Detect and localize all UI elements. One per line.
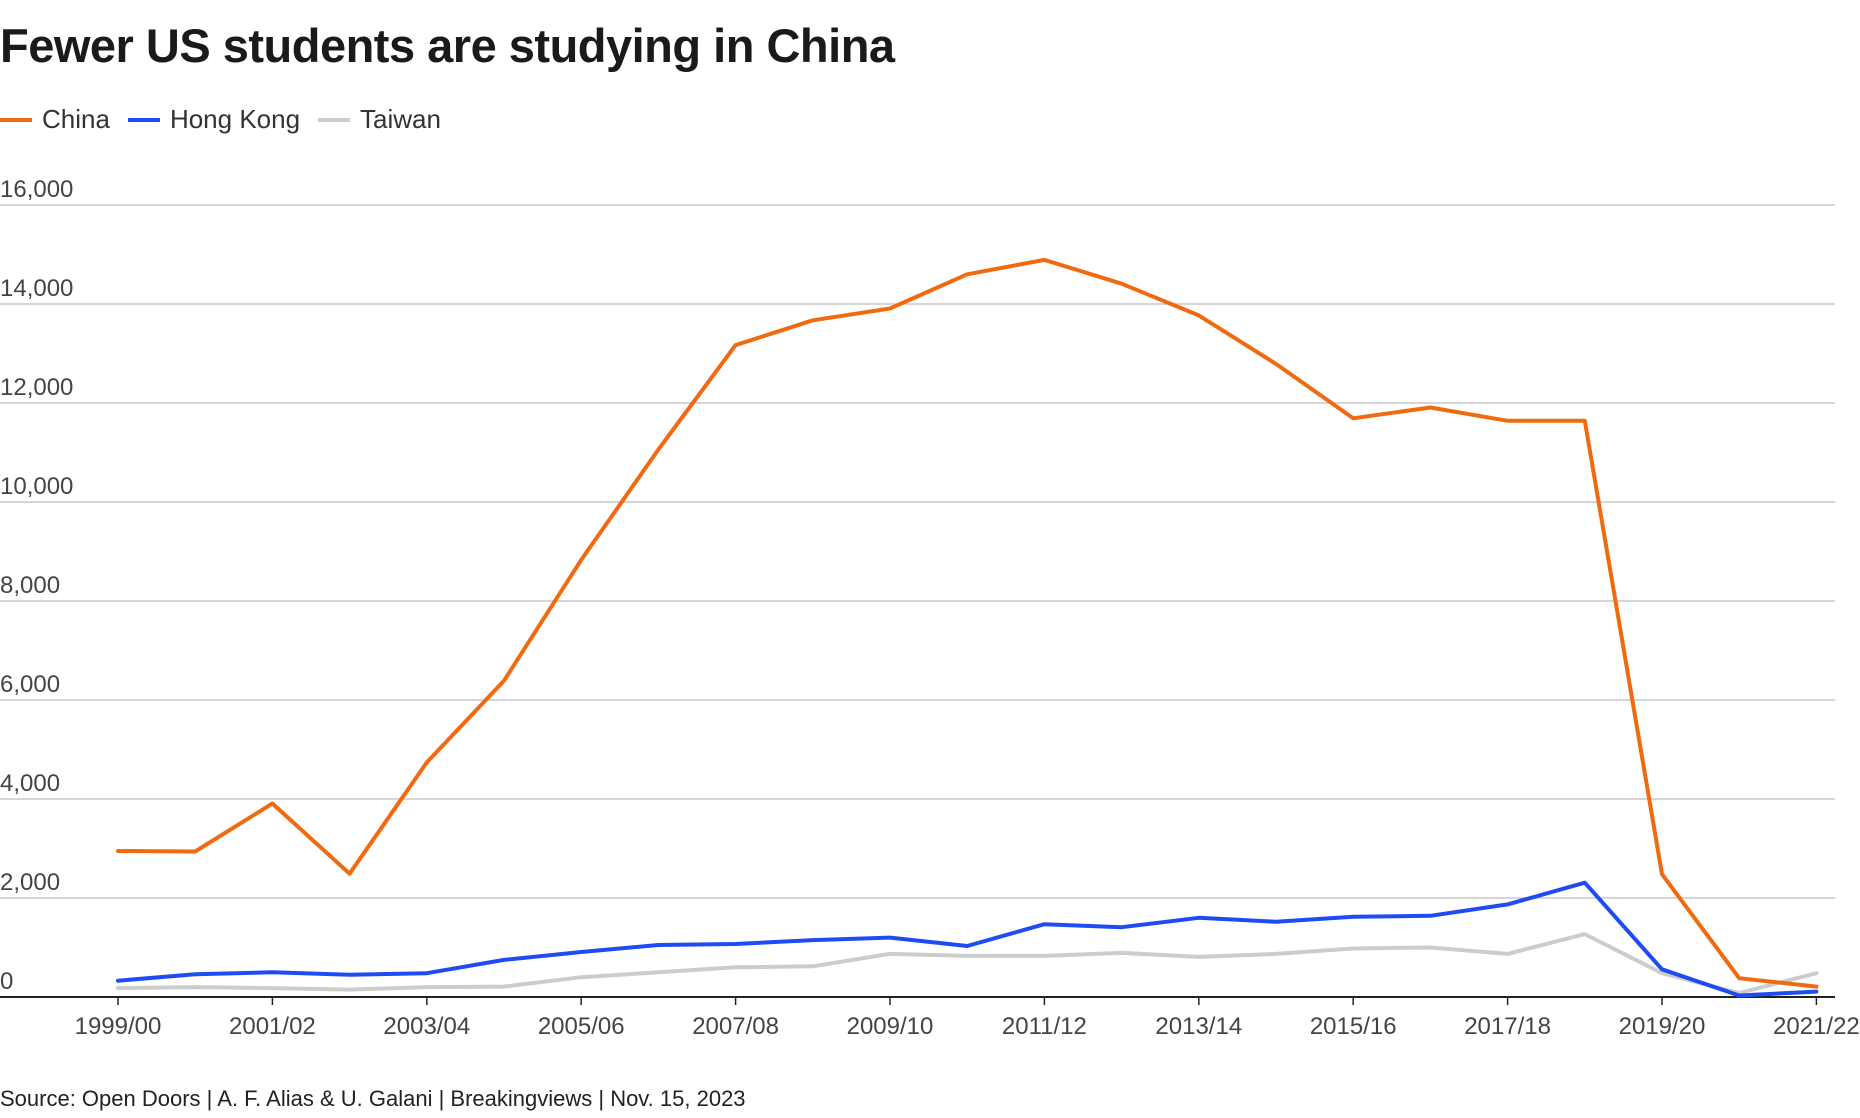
legend-swatch-china	[0, 117, 32, 122]
y-tick-label: 4,000	[0, 770, 60, 797]
y-tick-label: 10,000	[0, 473, 73, 500]
x-tick-label: 2017/18	[1464, 1013, 1551, 1040]
x-tick-label: 2003/04	[383, 1013, 470, 1040]
x-tick-label: 2005/06	[538, 1013, 625, 1040]
series-line-hong-kong	[116, 880, 1819, 998]
y-tick-label: 6,000	[0, 671, 60, 698]
chart-title: Fewer US students are studying in China	[0, 19, 895, 72]
y-tick-label: 8,000	[0, 572, 60, 599]
legend-item-china: China	[0, 104, 110, 135]
x-tick-label: 2011/12	[1002, 1013, 1087, 1040]
y-tick-label: 14,000	[0, 275, 73, 302]
legend-label-hong-kong: Hong Kong	[169, 104, 301, 134]
source-note: Source: Open Doors | A. F. Alias & U. Ga…	[0, 1086, 746, 1111]
chart-legend: China Hong Kong Taiwan	[0, 104, 459, 135]
x-tick-label: 2019/20	[1619, 1013, 1706, 1040]
legend-item-hong-kong: Hong Kong	[127, 104, 301, 135]
y-tick-label: 0	[0, 968, 13, 995]
x-tick-label: 1999/00	[75, 1013, 162, 1040]
y-tick-label: 12,000	[0, 374, 73, 401]
y-tick-label: 2,000	[0, 869, 60, 896]
series-line-china	[116, 257, 1819, 989]
legend-label-taiwan: Taiwan	[360, 104, 441, 134]
y-tick-label: 16,000	[0, 176, 73, 203]
x-tick-label: 2021/22	[1773, 1013, 1860, 1040]
x-tick-label: 2007/08	[692, 1013, 779, 1040]
x-tick-label: 2001/02	[229, 1013, 316, 1040]
legend-label-china: China	[42, 104, 110, 134]
x-tick-label: 2015/16	[1310, 1013, 1397, 1040]
x-tick-label: 2013/14	[1155, 1013, 1242, 1040]
legend-item-taiwan: Taiwan	[318, 104, 441, 135]
series-line-taiwan	[116, 932, 1819, 995]
legend-swatch-taiwan	[318, 117, 351, 122]
x-tick-label: 2009/10	[847, 1013, 934, 1040]
legend-swatch-hong-kong	[127, 117, 160, 122]
